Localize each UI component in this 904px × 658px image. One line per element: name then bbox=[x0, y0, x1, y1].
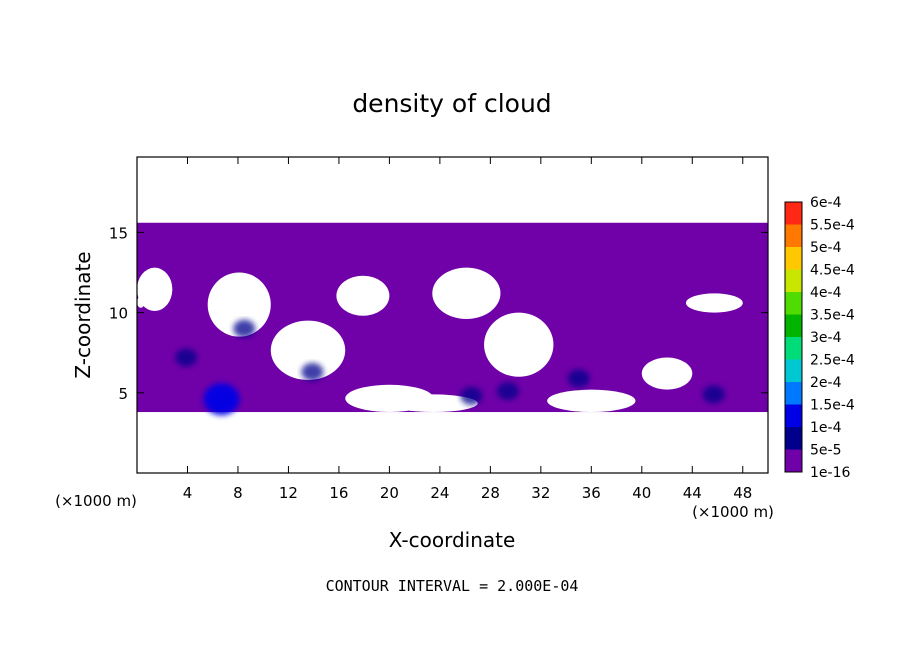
colorbar-swatch-5 bbox=[785, 337, 802, 360]
cloud-gap-8 bbox=[547, 389, 636, 413]
y-tick-label-1: 10 bbox=[109, 305, 128, 323]
x-tick-label-8: 36 bbox=[582, 484, 601, 502]
density-patch-0 bbox=[175, 348, 198, 367]
y-axis-ticks: 5 10 15 bbox=[109, 224, 768, 403]
cloud-gap-1 bbox=[270, 320, 346, 380]
cloud-gap-2 bbox=[336, 275, 390, 316]
x-tick-label-6: 28 bbox=[481, 484, 500, 502]
chart-title: density of cloud bbox=[352, 89, 551, 118]
x-axis-label: X-coordinate bbox=[389, 528, 516, 552]
cloud-gap-11 bbox=[137, 296, 145, 308]
colorbar-swatch-6 bbox=[785, 314, 802, 337]
y-axis-label: Z-coordinate bbox=[71, 251, 95, 378]
colorbar-swatch-4 bbox=[785, 359, 802, 382]
colorbar-label-5: 2.5e-4 bbox=[810, 353, 855, 369]
colorbar-label-7: 3.5e-4 bbox=[810, 308, 855, 324]
density-patch-5 bbox=[567, 369, 590, 388]
x-tick-label-9: 40 bbox=[632, 484, 651, 502]
cloud-gap-0 bbox=[207, 272, 271, 337]
x-tick-label-5: 24 bbox=[430, 484, 449, 502]
x-tick-label-4: 20 bbox=[380, 484, 399, 502]
colorbar-label-4: 2e-4 bbox=[810, 375, 842, 391]
x-tick-label-7: 32 bbox=[531, 484, 550, 502]
x-axis-unit-right: (×1000 m) bbox=[692, 503, 774, 521]
x-tick-label-10: 44 bbox=[683, 484, 702, 502]
y-tick-label-2: 15 bbox=[109, 224, 128, 242]
cloud-gap-9 bbox=[641, 357, 693, 390]
x-axis-unit-left: (×1000 m) bbox=[55, 492, 137, 510]
colorbar-swatch-8 bbox=[785, 269, 802, 292]
colorbar-legend: 1e-16 5e-5 1e-4 1.5e-4 2e-4 2.5e-4 3e-4 3.5e-4 4… bbox=[784, 195, 855, 481]
density-patch-6 bbox=[702, 385, 725, 404]
x-tick-label-1: 8 bbox=[233, 484, 243, 502]
cloud-gap-6 bbox=[432, 267, 501, 320]
colorbar-label-6: 3e-4 bbox=[810, 330, 842, 346]
x-tick-label-2: 12 bbox=[279, 484, 298, 502]
colorbar-swatch-10 bbox=[785, 224, 802, 247]
cloud-gap-3 bbox=[137, 267, 173, 311]
colorbar-label-8: 4e-4 bbox=[810, 285, 842, 301]
colorbar-swatch-0 bbox=[785, 449, 802, 472]
colorbar-swatch-7 bbox=[785, 292, 802, 315]
x-tick-label-3: 16 bbox=[329, 484, 348, 502]
density-patch-2 bbox=[301, 362, 324, 381]
colorbar-swatch-9 bbox=[785, 247, 802, 270]
density-patch-4 bbox=[497, 382, 520, 401]
cloud-gaps bbox=[137, 267, 743, 413]
colorbar-label-9: 4.5e-4 bbox=[810, 263, 855, 279]
colorbar-label-10: 5e-4 bbox=[810, 240, 842, 256]
colorbar-label-3: 1.5e-4 bbox=[810, 398, 855, 414]
colorbar-frame bbox=[784, 201, 803, 473]
colorbar-label-11: 5.5e-4 bbox=[810, 218, 855, 234]
colorbar-swatch-11 bbox=[785, 202, 802, 225]
x-tick-label-0: 4 bbox=[183, 484, 193, 502]
colorbar-label-2: 1e-4 bbox=[810, 420, 842, 436]
contour-interval-note: CONTOUR INTERVAL = 2.000E-04 bbox=[326, 577, 579, 595]
colorbar-swatch-2 bbox=[785, 404, 802, 427]
cloud-gap-5 bbox=[389, 394, 478, 413]
density-patch-7 bbox=[203, 383, 240, 416]
plot-frame bbox=[136, 156, 769, 474]
colorbar-label-1: 5e-5 bbox=[810, 443, 841, 459]
colorbar-swatch-3 bbox=[785, 382, 802, 405]
x-tick-label-11: 48 bbox=[733, 484, 752, 502]
plot-area bbox=[137, 222, 768, 416]
cloud-gap-10 bbox=[685, 293, 743, 313]
colorbar-swatch-1 bbox=[785, 427, 802, 450]
density-patch-3 bbox=[460, 387, 483, 406]
colorbar-label-12: 6e-4 bbox=[810, 195, 842, 211]
density-patches bbox=[175, 319, 725, 416]
y-tick-label-0: 5 bbox=[118, 385, 128, 403]
colorbar-label-0: 1e-16 bbox=[810, 465, 850, 481]
x-axis-ticks: 4 8 12 16 20 24 28 32 36 40 44 48 bbox=[183, 157, 752, 502]
cloud-gap-7 bbox=[484, 312, 554, 377]
density-patch-1 bbox=[233, 319, 256, 338]
